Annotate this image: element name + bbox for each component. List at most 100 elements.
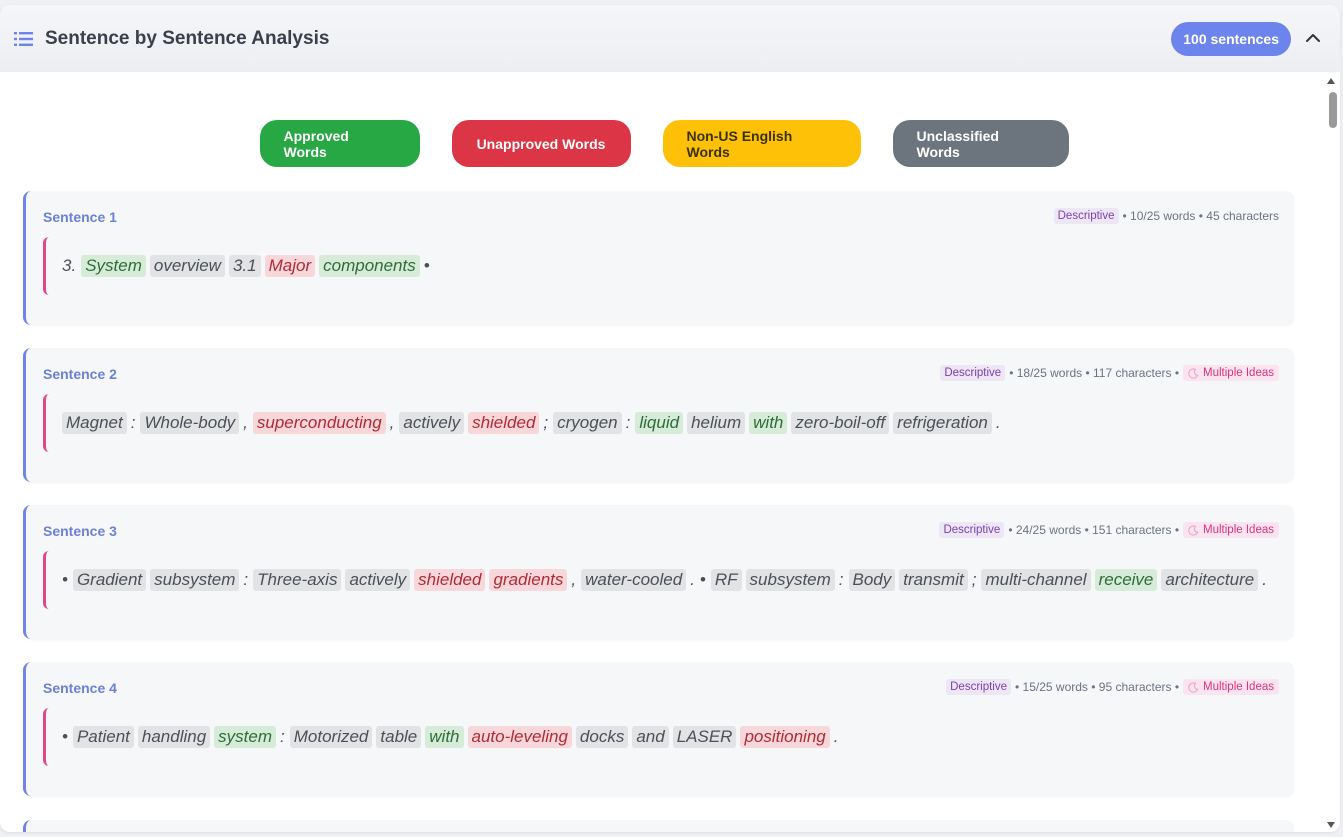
punctuation: : — [243, 570, 249, 589]
unclassified-word[interactable]: Whole-body — [140, 412, 240, 434]
punctuation: • — [62, 727, 68, 746]
scroll-thumb[interactable] — [1329, 92, 1337, 128]
unclassified-word[interactable]: handling — [137, 726, 211, 748]
sentence-text: • Patient handling system: Motorized table wit… — [43, 708, 843, 766]
moon-icon — [1188, 681, 1199, 693]
chevron-up-icon[interactable] — [1304, 29, 1322, 47]
unclassified-word[interactable]: water-cooled — [581, 569, 687, 591]
punctuation: : — [625, 413, 631, 432]
unclassified-word[interactable]: actively — [345, 569, 411, 591]
unclassified-word[interactable]: actively — [399, 412, 465, 434]
panel-body: Approved Words Unapproved Words Non-US E… — [0, 72, 1340, 832]
unclassified-word[interactable]: table — [376, 726, 422, 748]
moon-icon — [1188, 367, 1199, 379]
analysis-panel: Sentence by Sentence Analysis 100 senten… — [0, 5, 1340, 832]
sentence-meta: Descriptive • 24/25 words • 151 character… — [939, 522, 1279, 538]
punctuation: . — [833, 727, 839, 746]
unclassified-word[interactable]: Patient — [72, 726, 134, 748]
scrollbar[interactable] — [1326, 72, 1340, 832]
unclassified-word[interactable]: transmit — [899, 569, 968, 591]
sentence-meta: Descriptive • 10/25 words • 45 characters — [1053, 208, 1279, 224]
unapproved-word[interactable]: superconducting — [252, 412, 386, 434]
unapproved-word[interactable]: auto-leveling — [467, 726, 572, 748]
sentence-type-tag: Descriptive — [940, 365, 1006, 381]
list-icon — [14, 31, 33, 46]
panel-title: Sentence by Sentence Analysis — [45, 27, 330, 49]
multiple-ideas-tag: Multiple Ideas — [1183, 522, 1279, 538]
approved-word[interactable]: components — [319, 255, 420, 277]
sentence-type-tag: Descriptive — [946, 679, 1012, 695]
sentence-meta: Descriptive • 18/25 words • 117 character… — [940, 365, 1279, 381]
sentence-type-tag: Descriptive — [939, 522, 1005, 538]
sentence-text: Magnet: Whole-body, superconducting, active… — [43, 394, 1006, 452]
unclassified-word[interactable]: RF — [710, 569, 742, 591]
unclassified-word[interactable]: cryogen — [553, 412, 622, 434]
legend-approved[interactable]: Approved Words — [259, 120, 420, 167]
legend-unclassified[interactable]: Unclassified Words — [892, 120, 1069, 167]
unclassified-word[interactable]: zero-boil-off — [791, 412, 890, 434]
sentence-card[interactable]: Sentence 1 Descriptive • 10/25 words • 45 … — [23, 191, 1294, 325]
unapproved-word[interactable]: shielded — [414, 569, 486, 591]
unclassified-word[interactable]: LASER — [672, 726, 737, 748]
punctuation: : — [130, 413, 136, 432]
multiple-ideas-label: Multiple Ideas — [1203, 681, 1274, 693]
approved-word[interactable]: liquid — [635, 412, 684, 434]
multiple-ideas-tag: Multiple Ideas — [1183, 365, 1279, 381]
sentence-label: Sentence 2 — [43, 366, 117, 382]
unclassified-word[interactable]: multi-channel — [981, 569, 1091, 591]
sentence-count-badge: 100 sentences — [1171, 22, 1291, 56]
punctuation: , — [571, 570, 577, 589]
unclassified-word[interactable]: Gradient — [72, 569, 147, 591]
unclassified-word[interactable]: helium — [687, 412, 746, 434]
unclassified-word[interactable]: overview — [149, 255, 225, 277]
unapproved-word[interactable]: positioning — [740, 726, 830, 748]
scroll-down-arrow-icon[interactable] — [1327, 822, 1335, 828]
unclassified-word[interactable]: subsystem — [745, 569, 835, 591]
punctuation: . — [1262, 570, 1267, 589]
panel-header[interactable]: Sentence by Sentence Analysis 100 senten… — [0, 5, 1340, 72]
unclassified-word[interactable]: subsystem — [150, 569, 240, 591]
punctuation: , — [389, 413, 395, 432]
unclassified-word[interactable]: Three-axis — [253, 569, 342, 591]
unapproved-word[interactable]: gradients — [489, 569, 568, 591]
sentence-label: Sentence 4 — [43, 680, 117, 696]
unclassified-word[interactable]: Motorized — [289, 726, 373, 748]
unclassified-word[interactable]: 3.1 — [228, 255, 261, 277]
punctuation: : — [838, 570, 844, 589]
approved-word[interactable]: System — [81, 255, 146, 277]
sentence-stats: • 18/25 words • 117 characters • — [1009, 366, 1180, 380]
unclassified-word[interactable]: refrigeration — [893, 412, 992, 434]
sentence-card[interactable]: Sentence 4 Descriptive • 15/25 words • 95 … — [23, 662, 1294, 796]
unclassified-word[interactable]: Body — [848, 569, 896, 591]
punctuation: . — [690, 570, 695, 589]
sentence-meta: Descriptive • 15/25 words • 95 characters… — [946, 679, 1279, 695]
sentence-card[interactable]: Sentence 2 Descriptive • 18/25 words • 117… — [23, 348, 1294, 482]
sentence-text: 3. System overview 3.1 Major components • — [43, 237, 435, 295]
sentence-label: Sentence 1 — [43, 209, 117, 225]
scroll-up-arrow-icon[interactable] — [1327, 78, 1335, 84]
unapproved-word[interactable]: Major — [264, 255, 316, 277]
unclassified-word[interactable]: and — [632, 726, 669, 748]
punctuation: . — [995, 413, 1001, 432]
unclassified-word[interactable]: Magnet — [62, 412, 127, 434]
approved-word[interactable]: with — [749, 412, 788, 434]
sentence-card[interactable]: Sentence 3 Descriptive • 24/25 words • 151… — [23, 505, 1294, 639]
punctuation: : — [280, 727, 285, 746]
unapproved-word[interactable]: shielded — [468, 412, 540, 434]
legend-non-us[interactable]: Non-US English Words — [662, 120, 861, 167]
punctuation: • — [699, 570, 706, 589]
approved-word[interactable]: system — [214, 726, 277, 748]
punctuation: • — [62, 570, 68, 589]
sentence-label: Sentence 3 — [43, 523, 117, 539]
punctuation: ; — [971, 570, 977, 589]
unclassified-word[interactable]: architecture — [1161, 569, 1259, 591]
punctuation: , — [243, 413, 248, 432]
sentence-stats: • 15/25 words • 95 characters • — [1015, 680, 1180, 694]
punctuation: ; — [543, 413, 549, 432]
approved-word[interactable]: receive — [1094, 569, 1158, 591]
legend-unapproved[interactable]: Unapproved Words — [451, 120, 631, 167]
unclassified-word[interactable]: docks — [575, 726, 629, 748]
approved-word[interactable]: with — [425, 726, 464, 748]
sentence-text: • Gradient subsystem: Three-axis actively shi… — [43, 551, 1272, 609]
moon-icon — [1188, 524, 1199, 536]
